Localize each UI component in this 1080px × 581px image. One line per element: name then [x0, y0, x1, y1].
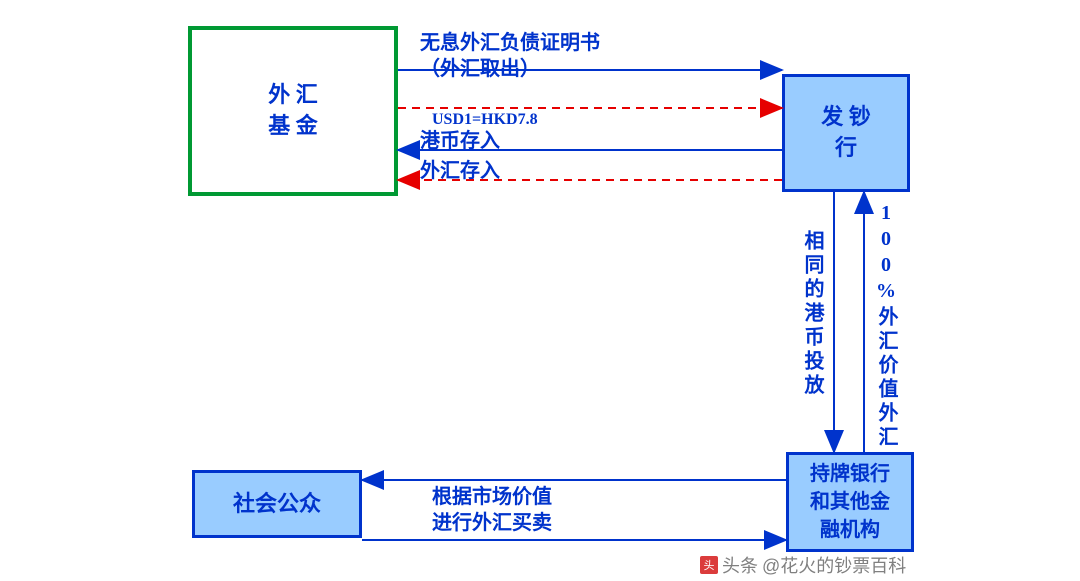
- label-same-hkd: 相同的港币投放: [798, 230, 827, 398]
- node-forex-fund-l1: 外 汇: [268, 80, 318, 111]
- label-market-trade-a: 根据市场价值: [432, 484, 552, 510]
- label-fx-deposit: 外汇存入: [420, 158, 500, 184]
- node-issuing-bank: 发 钞 行: [782, 74, 910, 192]
- node-forex-fund-l2: 基 金: [268, 111, 318, 142]
- node-public: 社会公众: [192, 470, 362, 538]
- watermark: 头 头条 @花火的钞票百科: [700, 552, 906, 578]
- node-public-l1: 社会公众: [233, 489, 321, 520]
- node-forex-fund: 外 汇 基 金: [188, 26, 398, 196]
- node-licensed-bank-l1: 持牌银行: [810, 460, 890, 488]
- label-market-trade: 根据市场价值 进行外汇买卖: [432, 484, 552, 536]
- node-issuing-bank-l1: 发 钞: [821, 102, 871, 133]
- label-market-trade-b: 进行外汇买卖: [432, 510, 552, 536]
- node-licensed-bank: 持牌银行 和其他金 融机构: [786, 452, 914, 552]
- watermark-prefix: 头条: [722, 552, 758, 578]
- label-top-cert-a: 无息外汇负债证明书: [420, 30, 600, 56]
- label-top-cert: 无息外汇负债证明书 （外汇取出）: [420, 30, 600, 82]
- node-issuing-bank-l2: 行: [835, 133, 857, 164]
- label-hkd-deposit: 港币存入: [420, 128, 500, 154]
- label-100pct-fx: 100%外汇价值外汇: [872, 202, 901, 450]
- toutiao-logo-icon: 头: [700, 556, 718, 574]
- node-licensed-bank-l3: 融机构: [820, 516, 880, 544]
- label-top-cert-b: （外汇取出）: [420, 56, 600, 82]
- node-licensed-bank-l2: 和其他金: [810, 488, 890, 516]
- watermark-text: @花火的钞票百科: [762, 552, 906, 578]
